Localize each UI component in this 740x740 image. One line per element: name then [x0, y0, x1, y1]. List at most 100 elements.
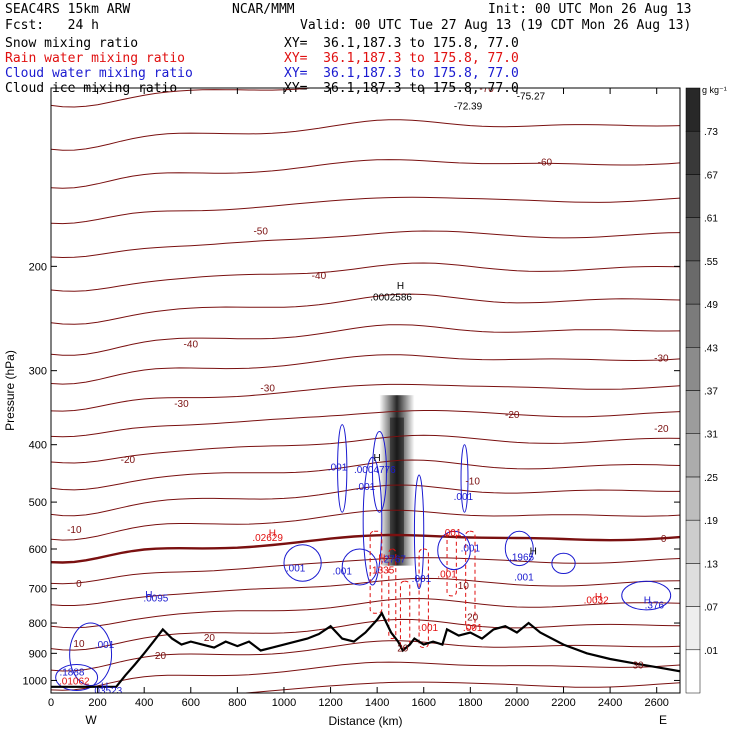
cloud-water-label: .001	[454, 492, 474, 503]
temperature-label: 20	[397, 644, 409, 655]
temperature-label: -30	[260, 383, 275, 394]
init-time: Init: 00 UTC Mon 26 Aug 13	[488, 2, 692, 17]
rain-water-label: .001	[463, 623, 483, 634]
temperature-label: 20	[155, 651, 167, 662]
rain-water-label: .001	[419, 623, 439, 634]
cloud-water-contour	[460, 444, 469, 513]
cloud-water-label: .0004776	[354, 465, 396, 476]
colorbar-label: .31	[704, 430, 718, 441]
temperature-label: -20	[121, 455, 136, 466]
high-marker: H	[595, 592, 602, 603]
colorbar-label: .13	[704, 559, 718, 570]
cloud-water-label: .001	[461, 544, 481, 555]
isotherm-line	[51, 383, 680, 412]
colorbar-label: .67	[704, 170, 718, 181]
colorbar-segment	[685, 606, 701, 651]
x-tick-label: 1200	[318, 697, 342, 709]
high-marker: H	[269, 529, 276, 540]
cloud-water-label: .001	[328, 462, 348, 473]
y-tick-label: 800	[29, 618, 47, 630]
field-rain: Rain water mixing ratio	[5, 51, 186, 66]
rain-water-contour	[465, 530, 476, 630]
x-tick-label: 2600	[644, 697, 668, 709]
colorbar-label: .73	[704, 127, 718, 138]
colorbar-label: .25	[704, 473, 718, 484]
temperature-label: -10	[67, 525, 82, 536]
colorbar-label: .43	[704, 343, 718, 354]
rain-water-label: .001	[442, 528, 462, 539]
colorbar-segment	[685, 130, 701, 175]
cloud-water-label: .376	[645, 601, 665, 612]
colorbar-segment	[685, 347, 701, 391]
y-tick-label: 700	[29, 584, 47, 596]
x-tick-label: 1000	[272, 697, 296, 709]
cloud-water-contour	[337, 424, 348, 513]
cloud-water-label: .001	[286, 564, 306, 575]
high-marker: H	[145, 590, 152, 601]
cloud-water-contour	[371, 430, 387, 513]
temperature-label: -20	[505, 410, 520, 421]
y-axis-title: Pressure (hPa)	[3, 350, 17, 431]
field-cloud-water: Cloud water mixing ratio	[5, 66, 193, 81]
temperature-label: -70	[479, 84, 494, 95]
cloud-water-contour	[283, 544, 322, 582]
rain-water-contour	[388, 548, 397, 640]
x-tick-label: 800	[228, 697, 246, 709]
rain-water-label: .02629	[252, 533, 283, 544]
cloud-water-contour	[55, 664, 99, 692]
isotherm-line	[238, 681, 680, 693]
isotherm-line	[51, 577, 680, 606]
cloud-water-contour	[504, 530, 534, 567]
y-tick-label: 300	[29, 366, 47, 378]
colorbar-label: .19	[704, 516, 718, 527]
colorbar-segment	[685, 303, 701, 348]
isotherm-line	[51, 410, 680, 438]
isotherm-line	[51, 533, 680, 564]
field-cloud-water-xy: XY= 36.1,187.3 to 175.8, 77.0	[284, 66, 519, 81]
rain-water-contour	[369, 530, 383, 614]
rain-water-label: .0032	[584, 595, 609, 606]
colorbar-label: .55	[704, 257, 718, 268]
cloud-water-label: .001	[356, 482, 376, 493]
cloud-water-label: .2767	[381, 555, 406, 566]
temperature-label: -30	[654, 353, 669, 364]
east-label: E	[659, 713, 667, 727]
high-marker: H	[374, 453, 381, 464]
x-tick-label: 1800	[458, 697, 482, 709]
rain-water-label: .001	[437, 570, 457, 581]
high-marker: H	[530, 546, 537, 557]
x-tick-label: 1600	[411, 697, 435, 709]
colorbar-label: .61	[704, 214, 718, 225]
rain-water-contour	[399, 580, 411, 649]
colorbar-label: .07	[704, 603, 718, 614]
cloud-water-contour	[551, 552, 576, 575]
temperature-label: 0	[661, 534, 667, 545]
colorbar-label: .49	[704, 300, 718, 311]
cloud-water-label: .1888	[59, 667, 84, 678]
isotherm-line	[51, 119, 680, 151]
y-tick-label: 500	[29, 497, 47, 509]
y-tick-label: 1000	[23, 675, 47, 687]
temperature-label: -20	[654, 424, 669, 435]
temperature-label: 20	[204, 633, 216, 644]
forecast-hour: Fcst: 24 h	[5, 18, 99, 33]
x-tick-label: 2000	[505, 697, 529, 709]
x-tick-label: 2200	[551, 697, 575, 709]
high-marker: H	[397, 281, 404, 292]
isotherm-line	[51, 640, 680, 672]
snow-label: -75.27	[517, 92, 546, 103]
isotherm-line	[51, 159, 680, 189]
cloud-water-contour	[413, 474, 425, 590]
x-tick-label: 1400	[365, 697, 389, 709]
colorbar-segment	[685, 476, 701, 521]
colorbar-segment	[685, 519, 701, 564]
rain-water-label: .01062	[59, 676, 90, 687]
high-marker: H	[378, 553, 385, 564]
isotherm-line	[51, 324, 680, 356]
colorbar-label: .01	[704, 646, 718, 657]
colorbar-segment	[685, 260, 701, 305]
high-marker: H	[644, 595, 651, 606]
colorbar-segment	[685, 174, 701, 218]
cloud-water-label: .001	[514, 573, 534, 584]
y-tick-label: 400	[29, 440, 47, 452]
